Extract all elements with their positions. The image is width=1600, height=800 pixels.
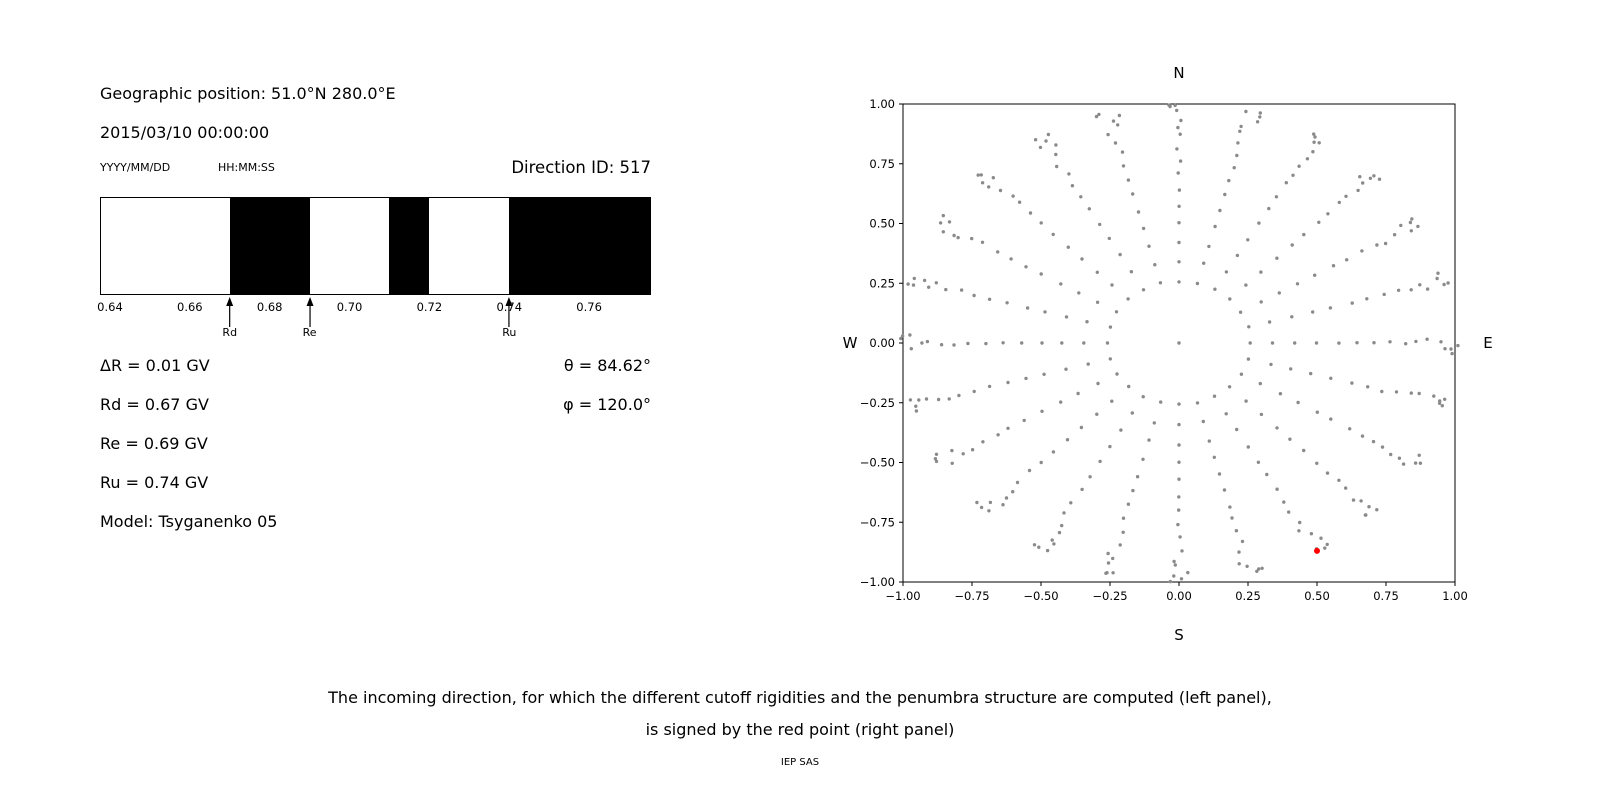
y-tick-label: 0.00 [869, 336, 895, 350]
direction-plot-svg: −1.00 −0.75 −0.50 −0.25 0.00 0.25 0.50 0.75 1.00… [843, 64, 1493, 644]
x-tick-label: 0.75 [1373, 589, 1399, 603]
penumbra-tick-label: 0.72 [416, 300, 443, 314]
caption-line-1: The incoming direction, for which the di… [328, 688, 1272, 707]
penumbra-tick-label: 0.68 [256, 300, 283, 314]
compass-east-label: E [1483, 334, 1492, 352]
geographic-position-text: Geographic position: 51.0°N 280.0°E [100, 84, 396, 103]
forbidden-band [230, 198, 310, 294]
rigidity-marker-label: Ru [502, 326, 517, 339]
penumbra-tick-label: 0.70 [336, 300, 363, 314]
y-tick-label: −0.50 [860, 456, 895, 470]
datetime-text: 2015/03/10 00:00:00 [100, 123, 270, 142]
compass-west-label: W [843, 334, 858, 352]
x-tick-label: −0.75 [954, 589, 989, 603]
direction-id-text: Direction ID: 517 [511, 158, 651, 177]
caption-line-2: is signed by the red point (right panel) [645, 720, 955, 739]
compass-south-label: S [1174, 626, 1184, 644]
penumbra-tick-label: 0.66 [177, 300, 203, 314]
rigidity-marker-rd: Rd [222, 297, 237, 339]
y-tick-label: 1.00 [869, 97, 895, 111]
rd-text: Rd = 0.67 GV [100, 395, 209, 414]
date-format-label: YYYY/MM/DD [100, 161, 171, 174]
forbidden-band [508, 198, 650, 294]
time-format-label: HH:MM:SS [218, 161, 275, 174]
ru-text: Ru = 0.74 GV [100, 473, 209, 492]
direction-dots [899, 103, 1460, 584]
y-tick-label: −1.00 [860, 575, 895, 589]
rigidity-marker-ru: Ru [502, 297, 516, 339]
rigidity-marker-re: Re [303, 297, 317, 339]
y-tick-label: 0.75 [869, 157, 895, 171]
credit-text: IEP SAS [780, 757, 820, 768]
y-tick-label: 0.50 [869, 217, 895, 231]
up-arrow-icon [226, 297, 234, 327]
penumbra-bar [100, 197, 651, 295]
x-tick-label: 0.00 [1166, 589, 1192, 603]
rigidity-marker-label: Rd [222, 326, 238, 339]
model-text: Model: Tsyganenko 05 [100, 512, 278, 531]
theta-text: θ = 84.62° [563, 356, 651, 375]
x-tick-label: −0.50 [1023, 589, 1058, 603]
rigidity-marker-label: Re [302, 326, 317, 339]
forbidden-band [389, 198, 430, 294]
y-tick-label: 0.25 [869, 276, 895, 290]
compass-north-label: N [1173, 64, 1184, 82]
red-direction-point [1314, 547, 1320, 554]
delta-r-text: ΔR = 0.01 GV [100, 356, 210, 375]
up-arrow-icon [306, 297, 314, 327]
phi-text: φ = 120.0° [563, 395, 651, 414]
up-arrow-icon [505, 297, 513, 327]
penumbra-tick-label: 0.76 [576, 300, 602, 314]
penumbra-tick-label: 0.64 [97, 300, 123, 314]
y-tick-label: −0.75 [860, 515, 895, 529]
x-tick-label: −0.25 [1092, 589, 1127, 603]
x-tick-label: 1.00 [1442, 589, 1468, 603]
x-tick-label: 0.25 [1235, 589, 1261, 603]
re-text: Re = 0.69 GV [100, 434, 208, 453]
x-tick-label: 0.50 [1304, 589, 1330, 603]
x-tick-label: −1.00 [885, 589, 920, 603]
y-tick-label: −0.25 [860, 396, 895, 410]
